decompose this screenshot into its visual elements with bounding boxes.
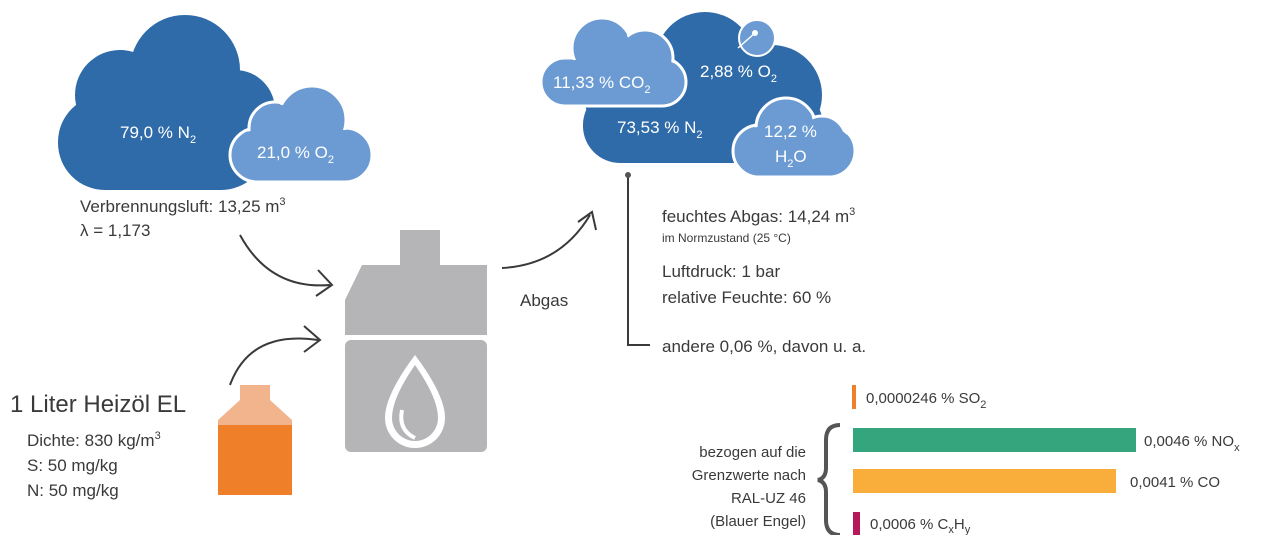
h: H: [775, 147, 787, 166]
note-line: RAL-UZ 46: [731, 490, 806, 507]
em-so2: 0,0000246 % SO2: [866, 390, 986, 411]
so2-bar: [852, 385, 856, 409]
label: 79,0 % N: [120, 123, 190, 142]
note-line: bezogen auf die: [699, 444, 806, 461]
label: Verbrennungsluft: 13,25 m: [80, 197, 279, 216]
infographic: 79,0 % N2 21,0 % O2 Verbrennungsluft: 13…: [0, 0, 1270, 535]
sub: 2: [190, 134, 196, 146]
info-volume: feuchtes Abgas: 14,24 m3: [662, 206, 855, 226]
note-line: (Blauer Engel): [710, 513, 806, 530]
brace: [818, 425, 840, 535]
nox-bar: [853, 428, 1136, 452]
sub: 2: [644, 84, 650, 96]
air-volume: Verbrennungsluft: 13,25 m3: [80, 196, 286, 216]
arrow-label: Abgas: [520, 291, 568, 310]
fuel-nitrogen: N: 50 mg/kg: [27, 481, 119, 500]
em-co: 0,0041 % CO: [1130, 474, 1220, 491]
note-line: Grenzwerte nach: [692, 467, 806, 484]
info-humidity: relative Feuchte: 60 %: [662, 288, 831, 307]
sub: 2: [696, 129, 702, 141]
fuel-density: Dichte: 830 kg/m3: [27, 430, 161, 450]
fuel-sulfur: S: 50 mg/kg: [27, 456, 118, 475]
bottle: [218, 385, 292, 495]
label: Dichte: 830 kg/m: [27, 431, 155, 450]
sup: 3: [849, 206, 855, 218]
page: {"air":{"n2":{"label":"79,0 % N","sub":"…: [0, 0, 1270, 535]
o2-dot: [752, 30, 758, 36]
co-bar: [853, 469, 1116, 493]
note: bezogen auf die Grenzwerte nach RAL-UZ 4…: [692, 444, 806, 530]
label: 21,0 % O: [257, 143, 328, 162]
o: O: [793, 147, 806, 166]
em-cxhy: 0,0006 % CxHy: [870, 516, 971, 535]
sub: 2: [980, 399, 986, 411]
fuel-title: 1 Liter Heizöl EL: [10, 391, 186, 418]
dot: [625, 172, 631, 178]
label: 0,0000246 % SO: [866, 390, 980, 407]
lambda: λ = 1,173: [80, 221, 150, 240]
label: 2,88 % O: [700, 62, 771, 81]
sub: x: [1234, 442, 1240, 454]
info-other: andere 0,06 %, davon u. a.: [662, 337, 866, 356]
sup: 3: [279, 196, 285, 208]
info-pressure: Luftdruck: 1 bar: [662, 262, 780, 281]
h: H: [954, 516, 965, 533]
sub: y: [965, 524, 971, 535]
sub: 2: [328, 154, 334, 166]
label: 0,0046 % NO: [1144, 433, 1234, 450]
cxhy-bar: [853, 512, 860, 535]
sup: 3: [155, 430, 161, 442]
label: feuchtes Abgas: 14,24 m: [662, 207, 849, 226]
label: 0,0006 % C: [870, 516, 949, 533]
o2-bubble: [739, 20, 775, 56]
em-nox: 0,0046 % NOx: [1144, 433, 1240, 454]
label: 11,33 % CO: [553, 73, 644, 92]
ex-h2o: 12,2 %: [764, 122, 817, 141]
info-condition: im Normzustand (25 °C): [662, 231, 791, 245]
label: 73,53 % N: [617, 118, 696, 137]
sub: 2: [771, 73, 777, 85]
